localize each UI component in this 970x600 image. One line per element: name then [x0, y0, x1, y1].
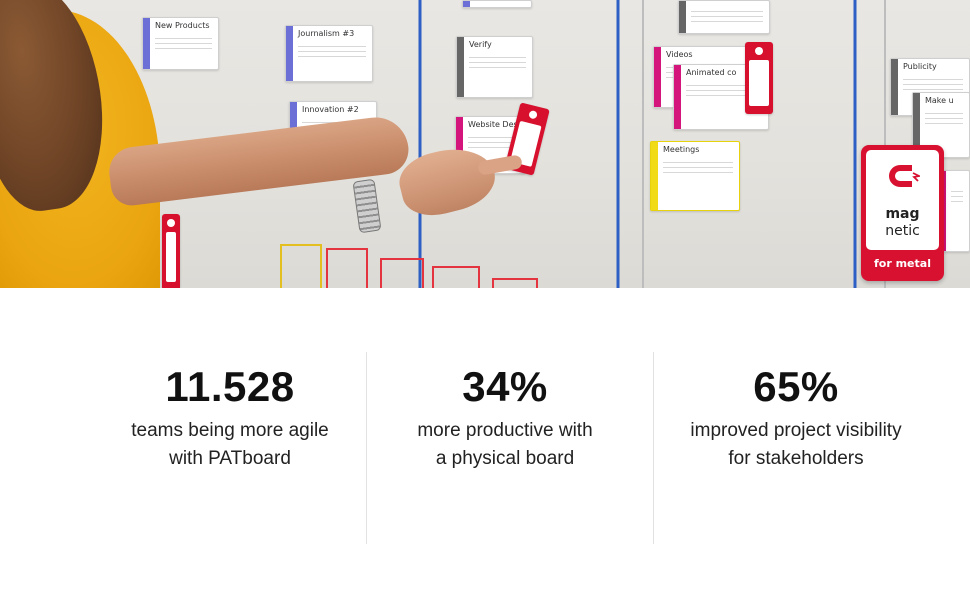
- card-title: Website Desig: [468, 120, 525, 129]
- card-title: Innovation #2: [302, 105, 359, 114]
- board-card: New Products: [142, 17, 219, 70]
- stat-caption-line1: teams being more agile: [131, 420, 329, 441]
- board-card: [678, 0, 770, 34]
- card-title: Verify: [469, 40, 492, 49]
- board-card: [462, 0, 532, 8]
- card-title: Journalism #3: [298, 29, 355, 38]
- stats-section: 11.528 teams being more agile with PATbo…: [0, 288, 970, 600]
- card-title: Make u: [925, 96, 954, 105]
- badge-footer-text: for metal: [874, 257, 931, 270]
- magnet-icon: [889, 165, 920, 187]
- whiteboard-lines: [418, 0, 886, 288]
- card-title: Animated co: [686, 68, 737, 77]
- stat-caption-line1: improved project visibility: [690, 420, 902, 441]
- card-title: Publicity: [903, 62, 937, 71]
- card-frame: [280, 244, 322, 288]
- board-card: Verify: [456, 36, 533, 98]
- card-frame: [432, 266, 480, 288]
- hero-photo: New Products Journalism #3 Verify Innova…: [0, 0, 970, 288]
- card-frame: [380, 258, 424, 288]
- stat-caption-line2: a physical board: [435, 448, 575, 469]
- stat-caption-line1: more productive with: [417, 420, 593, 441]
- stat-caption-line2: with PATboard: [169, 448, 291, 469]
- badge-text-line2: netic: [885, 223, 920, 239]
- magnetic-badge: mag netic for metal: [861, 145, 944, 281]
- stat-value: 11.528: [165, 363, 295, 410]
- stat-value: 34%: [462, 363, 548, 410]
- badge-text-line1: mag: [885, 206, 920, 222]
- board-card: Journalism #3: [285, 25, 373, 82]
- card-title: New Products: [155, 21, 210, 30]
- stat-value: 65%: [753, 363, 839, 410]
- card-title: Videos: [666, 50, 693, 59]
- card-frame: [326, 248, 368, 288]
- red-tag: [745, 42, 773, 114]
- card-frame: [492, 278, 538, 288]
- stat-divider: [366, 352, 367, 544]
- red-tag: [162, 214, 180, 288]
- stat-caption-line2: for stakeholders: [728, 448, 864, 469]
- card-title: Meetings: [663, 145, 700, 154]
- board-card: Meetings: [650, 141, 740, 211]
- stat-divider: [653, 352, 654, 544]
